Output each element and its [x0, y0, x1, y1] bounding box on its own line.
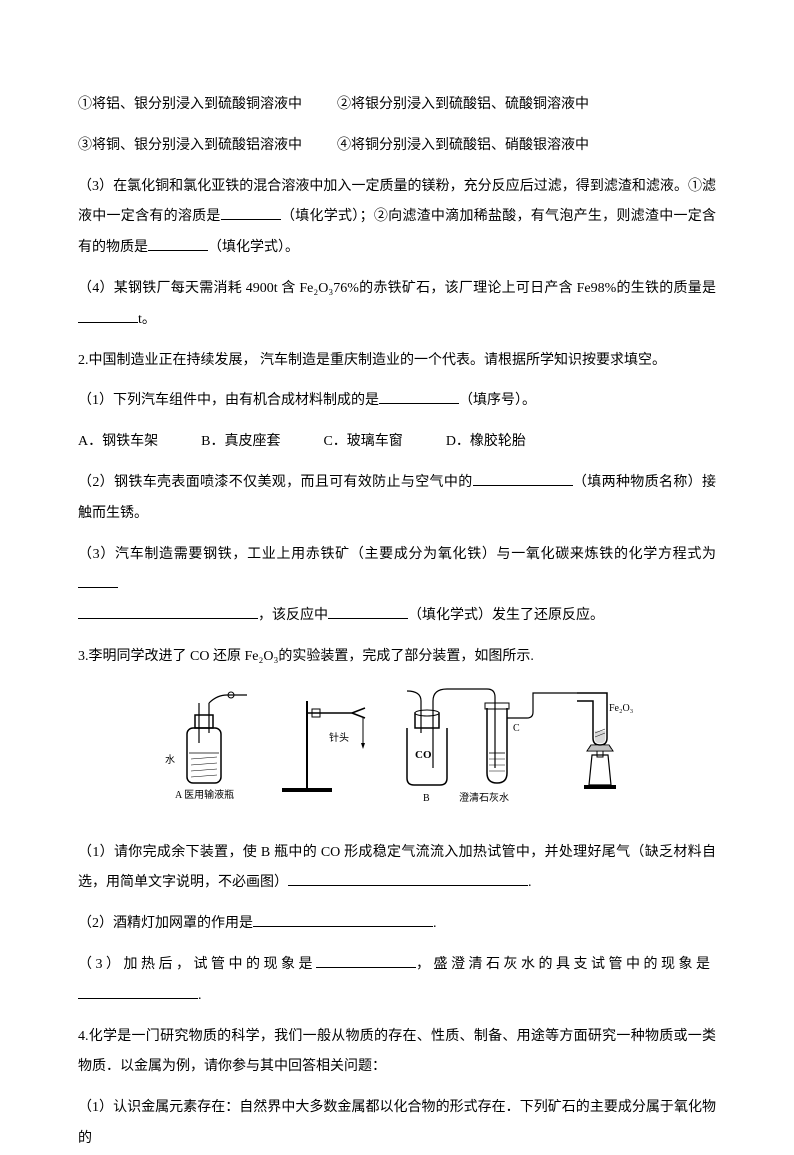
- blank: [78, 587, 118, 588]
- q3-2-text-a: （2）酒精灯加网罩的作用是: [78, 916, 253, 931]
- q2-part3: （3）汽车制造需要钢铁，工业上用赤铁矿（主要成分为氧化铁）与一氧化碳来炼铁的化学…: [78, 540, 716, 632]
- q3-2-text-b: .: [433, 916, 437, 931]
- q2-intro-text: 2.中国制造业正在持续发展， 汽车制造是重庆制造业的一个代表。请根据所学知识按要…: [78, 353, 666, 368]
- q2-3-text-c: （填化学式）发生了还原反应。: [408, 608, 604, 623]
- q3-3-text-a: （ 3 ） 加 热 后 ， 试 管 中 的 现 象 是: [78, 957, 316, 972]
- label-b: B: [423, 793, 430, 804]
- choice-a: A．钢铁车架: [78, 434, 158, 449]
- bottle-a-icon: 水 A 医用输液瓶: [165, 692, 247, 801]
- q1-options-row2: ③将铜、银分别浸入到硫酸铝溶液中 ④将铜分别浸入到硫酸铝、硝酸银溶液中: [78, 131, 716, 162]
- q3-intro-text: 3.李明同学改进了 CO 还原 Fe₂O₃的实验装置，完成了部分装置，如图所示.: [78, 649, 534, 664]
- blank: [78, 998, 198, 999]
- q2-intro: 2.中国制造业正在持续发展， 汽车制造是重庆制造业的一个代表。请根据所学知识按要…: [78, 346, 716, 377]
- q3-3-text-c: .: [198, 988, 202, 1003]
- q1-4-text-b: t。: [138, 312, 156, 327]
- q3-part3: （ 3 ） 加 热 后 ， 试 管 中 的 现 象 是 ， 盛 澄 清 石 灰 …: [78, 950, 716, 1012]
- q1-options-row1: ①将铝、银分别浸入到硫酸铜溶液中 ②将银分别浸入到硫酸铝、硫酸铜溶液中: [78, 90, 716, 121]
- label-bottle-a: A 医用输液瓶: [175, 788, 234, 801]
- label-c: C: [513, 723, 520, 734]
- diagram-svg: 水 A 医用输液瓶 针头 CO B: [157, 683, 637, 813]
- choice-c: C．玻璃车窗: [323, 434, 402, 449]
- opt4: ④将铜分别浸入到硫酸铝、硝酸银溶液中: [337, 138, 589, 153]
- q2-3-text-a: （3）汽车制造需要钢铁，工业上用赤铁矿（主要成分为氧化铁）与一氧化碳来炼铁的化学…: [78, 547, 716, 562]
- q2-part2: （2）钢铁车壳表面喷漆不仅美观，而且可有效防止与空气中的（填两种物质名称）接触而…: [78, 468, 716, 530]
- blank: [78, 322, 138, 323]
- q3-part1: （1）请你完成余下装置，使 B 瓶中的 CO 形成稳定气流流入加热试管中，并处理…: [78, 838, 716, 900]
- label-needle: 针头: [329, 731, 349, 744]
- q3-1-text-a: （1）请你完成余下装置，使 B 瓶中的 CO 形成稳定气流流入加热试管中，并处理…: [78, 845, 716, 891]
- q2-1-text-b: （填序号）。: [459, 393, 536, 408]
- test-tube-icon: C 澄清石灰水: [459, 693, 577, 804]
- q3-1-text-b: .: [528, 875, 532, 890]
- q4-1-text: （1）认识金属元素存在：自然界中大多数金属都以化合物的形式存在．下列矿石的主要成…: [78, 1100, 716, 1146]
- opt1: ①将铝、银分别浸入到硫酸铜溶液中: [78, 97, 302, 112]
- q1-part3: （3）在氯化铜和氯化亚铁的混合溶液中加入一定质量的镁粉，充分反应后过滤，得到滤渣…: [78, 172, 716, 264]
- blank: [253, 926, 433, 927]
- q2-1-text-a: （1）下列汽车组件中，由有机合成材料制成的是: [78, 393, 379, 408]
- blank: [288, 885, 528, 886]
- experiment-diagram: 水 A 医用输液瓶 针头 CO B: [78, 683, 716, 826]
- q1-part4: （4）某钢铁厂每天需消耗 4900t 含 Fe₂O₃76%的赤铁矿石，该厂理论上…: [78, 274, 716, 336]
- q4-intro-text: 4.化学是一门研究物质的科学，我们一般从物质的存在、性质、制备、用途等方面研究一…: [78, 1029, 716, 1075]
- q2-2-text-a: （2）钢铁车壳表面喷漆不仅美观，而且可有效防止与空气中的: [78, 475, 473, 490]
- label-limewater: 澄清石灰水: [459, 791, 509, 804]
- blank: [148, 250, 208, 251]
- q2-part1: （1）下列汽车组件中，由有机合成材料制成的是 （填序号）。: [78, 386, 716, 417]
- co-bottle-icon: CO B: [407, 689, 495, 804]
- q2-choices: A．钢铁车架 B．真皮座套 C．玻璃车窗 D．橡胶轮胎: [78, 427, 716, 458]
- opt3: ③将铜、银分别浸入到硫酸铝溶液中: [78, 138, 302, 153]
- blank: [221, 219, 281, 220]
- stand-icon: 针头: [282, 701, 365, 792]
- opt2: ②将银分别浸入到硫酸铝、硫酸铜溶液中: [337, 97, 589, 112]
- choice-b: B．真皮座套: [201, 434, 280, 449]
- choice-d: D．橡胶轮胎: [446, 434, 526, 449]
- blank: [78, 618, 258, 619]
- blank: [316, 967, 416, 968]
- q3-3-text-b: ， 盛 澄 清 石 灰 水 的 具 支 试 管 中 的 现 象 是: [416, 957, 710, 972]
- heated-tube-icon: Fe₂O₃: [577, 693, 633, 789]
- label-fe2o3: Fe₂O₃: [609, 703, 633, 714]
- q4-part1: （1）认识金属元素存在：自然界中大多数金属都以化合物的形式存在．下列矿石的主要成…: [78, 1093, 716, 1155]
- q4-intro: 4.化学是一门研究物质的科学，我们一般从物质的存在、性质、制备、用途等方面研究一…: [78, 1022, 716, 1084]
- q3-part2: （2）酒精灯加网罩的作用是.: [78, 909, 716, 940]
- q1-3-text-c: （填化学式）。: [208, 240, 299, 255]
- blank: [379, 403, 459, 404]
- q2-3-text-b: ，该反应中: [258, 608, 328, 623]
- label-water: 水: [165, 754, 175, 766]
- label-co: CO: [415, 749, 432, 761]
- blank: [473, 485, 573, 486]
- q1-4-text-a: （4）某钢铁厂每天需消耗 4900t 含 Fe₂O₃76%的赤铁矿石，该厂理论上…: [78, 281, 716, 296]
- blank: [328, 618, 408, 619]
- q3-intro: 3.李明同学改进了 CO 还原 Fe₂O₃的实验装置，完成了部分装置，如图所示.: [78, 642, 716, 673]
